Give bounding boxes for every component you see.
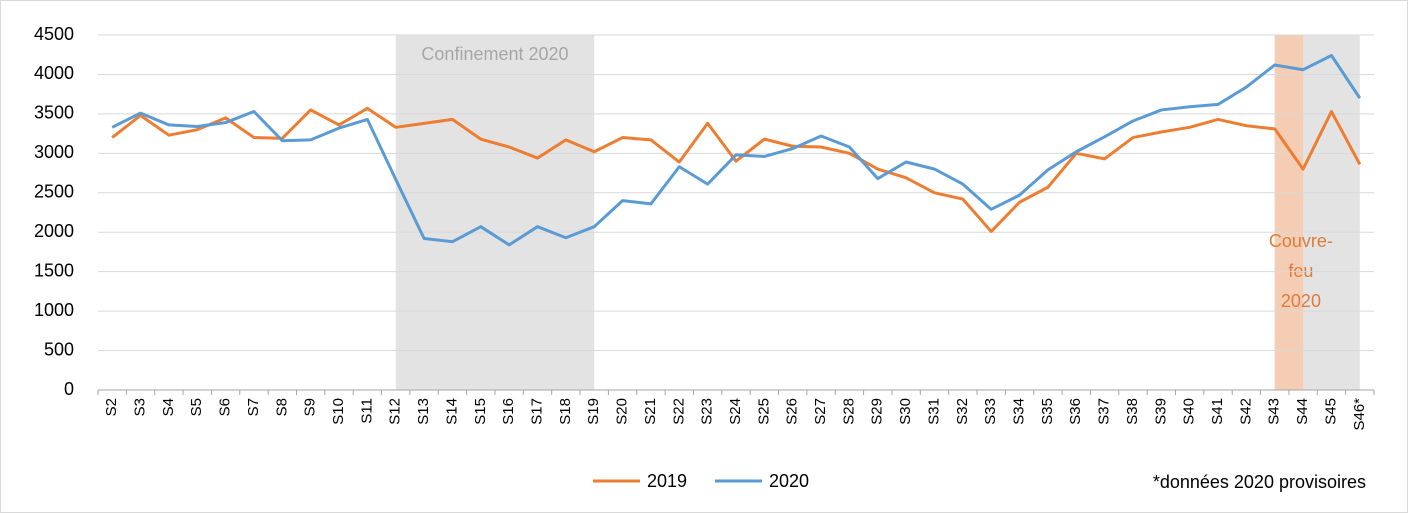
x-tick-label: S46* (1351, 398, 1368, 431)
x-tick-label: S44 (1294, 398, 1311, 425)
region-label: 2020 (1281, 291, 1321, 311)
x-tick-label: S45 (1322, 398, 1339, 425)
x-tick-label: S28 (840, 398, 857, 425)
x-tick-label: S24 (727, 398, 744, 425)
x-tick-label: S3 (132, 398, 149, 416)
shaded-region (395, 35, 595, 390)
x-tick-label: S11 (358, 398, 375, 424)
x-tick-label: S35 (1039, 398, 1056, 425)
shaded-region (1274, 35, 1304, 390)
x-tick-label: S6 (217, 398, 234, 416)
x-tick-label: S17 (528, 398, 545, 425)
legend-label: 2020 (769, 471, 809, 491)
x-tick-label: S34 (1011, 398, 1028, 425)
x-tick-label: S27 (812, 398, 829, 425)
x-tick-label: S42 (1237, 398, 1254, 425)
y-tick-label: 3000 (34, 142, 74, 162)
x-tick-label: S9 (302, 398, 319, 416)
x-tick-label: S39 (1152, 398, 1169, 425)
x-tick-label: S29 (869, 398, 886, 425)
x-tick-label: S2 (103, 398, 120, 416)
y-tick-label: 4000 (34, 63, 74, 83)
x-tick-label: S23 (699, 398, 716, 425)
region-label: Confinement 2020 (421, 44, 568, 64)
x-tick-label: S10 (330, 398, 347, 425)
series-line (111, 54, 1362, 247)
region-label: Couvre- (1269, 231, 1333, 251)
series-line (111, 106, 1362, 233)
y-tick-label: 4500 (34, 24, 74, 44)
y-tick-label: 1000 (34, 300, 74, 320)
region-label: feu (1288, 261, 1313, 281)
x-tick-label: S38 (1124, 398, 1141, 425)
y-tick-label: 3500 (34, 103, 74, 123)
x-tick-label: S21 (642, 398, 659, 425)
x-tick-label: S30 (897, 398, 914, 425)
x-tick-label: S26 (784, 398, 801, 425)
x-tick-label: S14 (443, 398, 460, 425)
x-tick-label: S33 (982, 398, 999, 425)
x-tick-label: S43 (1266, 398, 1283, 425)
x-tick-label: S18 (557, 398, 574, 425)
x-tick-label: S19 (585, 398, 602, 425)
x-tick-label: S13 (415, 398, 432, 425)
x-tick-label: S5 (188, 398, 205, 416)
x-tick-label: S7 (245, 398, 262, 416)
x-tick-label: S12 (387, 398, 404, 425)
x-tick-label: S4 (160, 398, 177, 416)
x-tick-label: S40 (1181, 398, 1198, 425)
y-tick-label: 0 (64, 379, 74, 399)
footnote: *données 2020 provisoires (1153, 472, 1366, 492)
x-tick-label: S41 (1209, 398, 1226, 425)
x-tick-label: S31 (925, 398, 942, 425)
y-tick-label: 2500 (34, 182, 74, 202)
y-tick-label: 500 (44, 339, 74, 359)
x-tick-label: S16 (500, 398, 517, 425)
x-tick-label: S20 (614, 398, 631, 425)
y-tick-label: 2000 (34, 221, 74, 241)
x-tick-label: S8 (273, 398, 290, 416)
x-tick-label: S32 (954, 398, 971, 425)
y-tick-label: 1500 (34, 260, 74, 280)
x-tick-label: S36 (1067, 398, 1084, 425)
x-tick-label: S25 (755, 398, 772, 425)
x-tick-label: S22 (670, 398, 687, 425)
legend-label: 2019 (647, 471, 687, 491)
x-tick-label: S15 (472, 398, 489, 425)
x-tick-label: S37 (1096, 398, 1113, 425)
